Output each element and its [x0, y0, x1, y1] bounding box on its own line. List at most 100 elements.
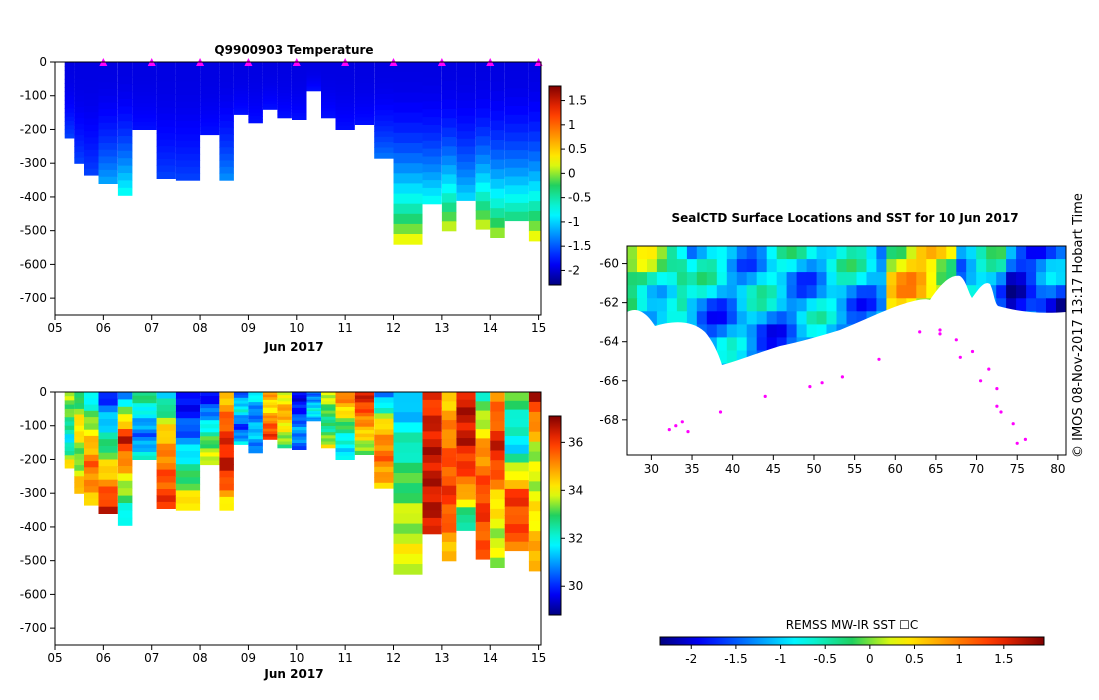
salinity-x-label: Jun 2017 — [263, 667, 323, 681]
sst-tile — [1056, 285, 1066, 299]
sst-tile — [736, 285, 748, 299]
profile-cell — [504, 62, 529, 72]
profile-cell — [74, 476, 84, 483]
profile-cell — [335, 118, 355, 123]
profile-cell — [335, 437, 355, 442]
sst-tile — [916, 246, 927, 260]
profile-cell — [262, 64, 278, 68]
sst-tile — [806, 246, 818, 260]
profile-cell — [475, 89, 491, 100]
profile-cell — [117, 436, 133, 445]
profile-cell — [117, 503, 133, 511]
profile-cell — [219, 101, 234, 109]
profile-cell — [306, 403, 321, 406]
profile-cell — [248, 68, 263, 73]
profile-cell — [321, 102, 336, 106]
profile-cell — [132, 440, 157, 445]
profile-cell — [117, 421, 133, 430]
profile-cell — [117, 84, 133, 93]
profile-cell — [490, 159, 505, 170]
profile-cell — [422, 62, 442, 71]
profile-cell — [422, 156, 442, 165]
profile-cell — [248, 439, 263, 444]
profile-cell — [262, 85, 278, 89]
profile-cell — [528, 191, 541, 202]
profile-cell — [441, 80, 457, 91]
profile-cell — [98, 432, 118, 440]
profile-cell — [441, 401, 457, 412]
profile-cell — [490, 518, 505, 529]
profile-cell — [175, 470, 201, 478]
profile-cell — [132, 114, 157, 119]
profile-cell — [456, 476, 476, 485]
sst-tile — [996, 246, 1007, 260]
profile-cell — [490, 528, 505, 539]
profile-cell — [306, 396, 321, 399]
profile-cell — [335, 69, 355, 74]
profile-cell — [117, 392, 133, 400]
sst-tile — [896, 259, 907, 273]
profile-cell — [219, 431, 234, 439]
profile-cell — [200, 94, 220, 99]
profile-cell — [528, 491, 541, 502]
sst-tile — [806, 259, 818, 273]
profile-cell — [490, 547, 505, 559]
profile-cell — [262, 392, 278, 396]
profile-cell — [277, 65, 292, 69]
profile-cell — [200, 424, 220, 429]
profile-cell — [292, 103, 307, 108]
profile-cell — [441, 410, 457, 421]
sst-tile — [647, 246, 658, 260]
profile-cell — [74, 403, 84, 410]
profile-cell — [456, 407, 476, 416]
profile-cell — [74, 425, 84, 432]
sst-tile — [966, 285, 977, 299]
sst-tile — [647, 259, 658, 273]
profile-cell — [528, 181, 541, 192]
profile-cell — [321, 410, 336, 415]
profile-cell — [84, 498, 99, 506]
profile-cell — [74, 431, 84, 438]
profile-cell — [156, 62, 176, 70]
sst-tile — [1026, 272, 1037, 286]
profile-cell — [98, 129, 118, 137]
profile-cell — [132, 407, 157, 412]
profile-cell — [84, 486, 99, 494]
profile-cell — [504, 185, 529, 195]
profile-cell — [456, 415, 476, 424]
profile-cell — [475, 210, 491, 221]
sst-map-panel: SealCTD Surface Locations and SST for 10… — [599, 193, 1086, 666]
profile-cell — [374, 67, 394, 74]
sst-tile — [716, 324, 728, 339]
x-tick-label: 12 — [386, 321, 401, 335]
profile-cell — [292, 100, 307, 104]
profile-cell — [233, 70, 249, 75]
seal-location — [958, 355, 962, 359]
profile-cell — [490, 538, 505, 549]
profile-cell — [277, 105, 292, 109]
profile-cell — [528, 81, 541, 93]
profile-cell — [292, 68, 307, 73]
profile-cell — [374, 99, 394, 106]
profile-cell — [504, 194, 529, 204]
profile-cell — [335, 114, 355, 119]
sst-tile — [846, 298, 858, 312]
temperature-colorbar: 1.5 1 0.5 0 -0.5 -1 -1.5 -2 — [548, 85, 591, 286]
imos-credit: © IMOS 08-Nov-2017 13:17 Hobart Time — [1071, 193, 1086, 458]
profile-cell — [262, 407, 278, 411]
profile-cell — [156, 139, 176, 147]
profile-cell — [175, 457, 201, 465]
profile-cell — [475, 419, 491, 430]
sst-tile — [846, 311, 858, 325]
profile-cell — [335, 418, 355, 423]
profile-cell — [456, 169, 476, 178]
profile-cell — [175, 166, 201, 175]
x-tick-label: 10 — [289, 321, 304, 335]
profile-cell — [74, 112, 84, 119]
profile-cell — [277, 432, 292, 436]
profile-cell — [64, 438, 75, 444]
profile-cell — [490, 470, 505, 481]
sst-tile — [726, 246, 738, 260]
profile-cell — [175, 121, 201, 129]
